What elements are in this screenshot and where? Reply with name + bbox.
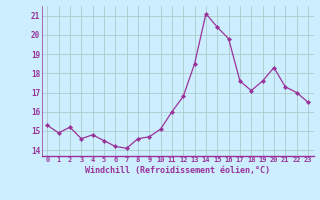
X-axis label: Windchill (Refroidissement éolien,°C): Windchill (Refroidissement éolien,°C) [85,166,270,175]
